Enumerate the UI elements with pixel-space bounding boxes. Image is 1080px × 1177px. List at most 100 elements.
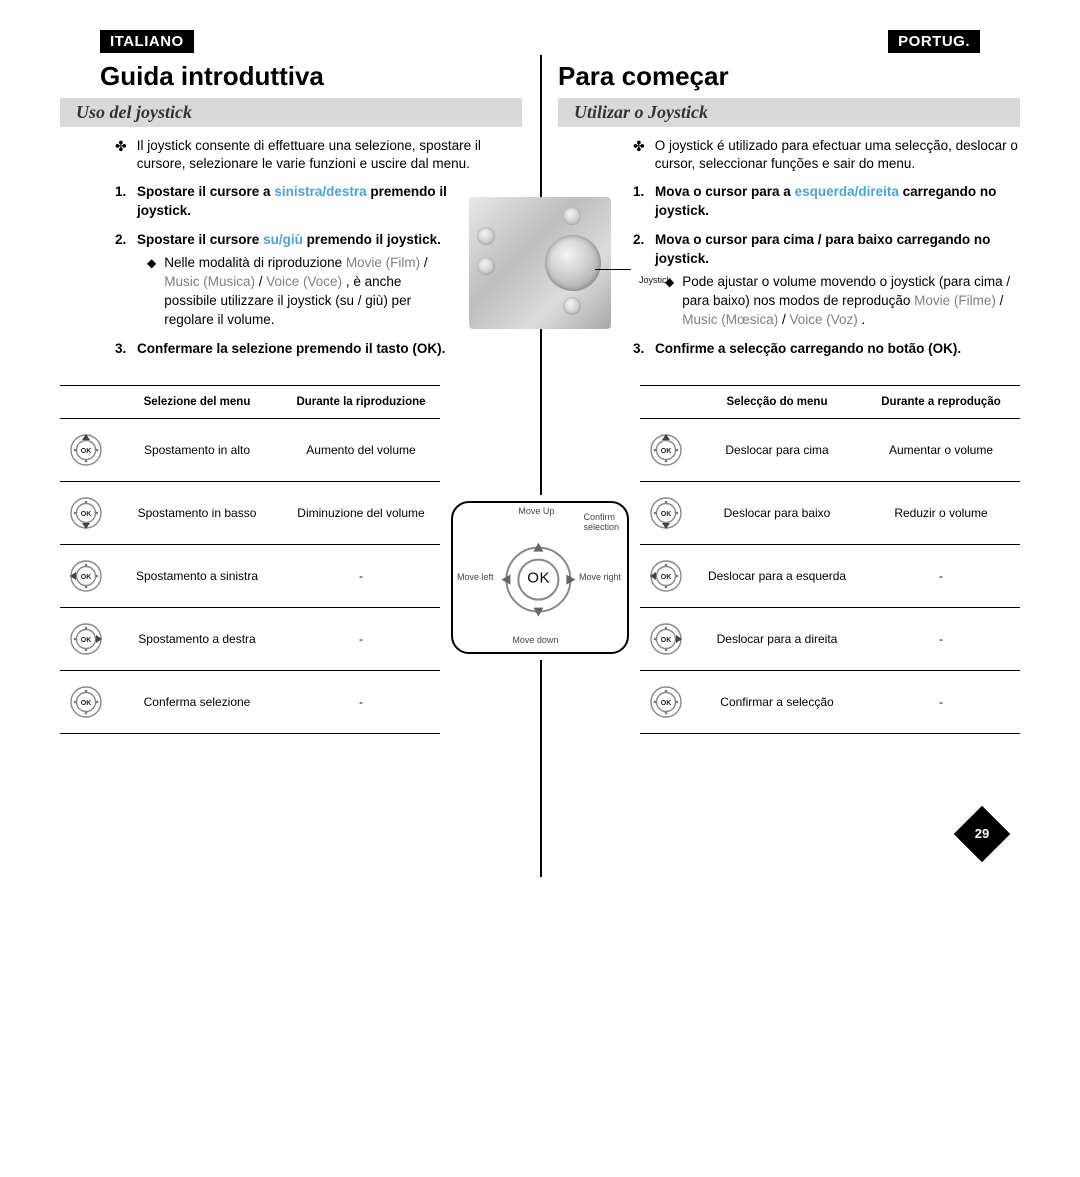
joystick-label: Joystick	[639, 275, 671, 285]
table-cell-playback: -	[282, 544, 440, 607]
subtitle-pt: Utilizar o Joystick	[558, 98, 1020, 127]
table-cell-playback: Aumento del volume	[282, 418, 440, 481]
table-cell-menu: Deslocar para a esquerda	[692, 544, 862, 607]
diagram-right-label: Move right	[579, 573, 621, 583]
step-number: 3.	[115, 340, 126, 359]
step2-highlight: su/giù	[263, 232, 303, 247]
t: .	[858, 312, 866, 327]
step1-pre-pt: Mova o cursor para a	[655, 184, 795, 199]
diamond-bullet-icon: ◆	[147, 254, 156, 330]
table-cell-playback: -	[282, 670, 440, 733]
steps-pt: 1. Mova o cursor para a esquerda/direita…	[633, 183, 1020, 358]
table-cell-menu: Deslocar para baixo	[692, 481, 862, 544]
t: /	[255, 274, 266, 289]
table-cell-playback: -	[862, 670, 1020, 733]
steps-it: 1. Spostare il cursore a sinistra/destra…	[115, 183, 455, 358]
joystick-ok-icon: OK	[60, 670, 112, 733]
step2-sub-it: Nelle modalità di riproduzione Movie (Fi…	[164, 254, 455, 330]
th-menu: Selecção do menu	[692, 385, 862, 418]
th-menu: Selezione del menu	[112, 385, 282, 418]
step2-post: premendo il joystick.	[303, 232, 441, 247]
table-row: OK Spostamento a destra -	[60, 607, 440, 670]
intro-it: ✤ Il joystick consente di effettuare una…	[115, 137, 522, 173]
table-cell-playback: Diminuzione del volume	[282, 481, 440, 544]
t: Movie (Filme)	[914, 293, 996, 308]
device-button	[477, 257, 495, 275]
table-row: OK Conferma selezione -	[60, 670, 440, 733]
svg-text:OK: OK	[81, 448, 92, 455]
table-row: OK Deslocar para a esquerda -	[640, 544, 1020, 607]
leader-line	[595, 269, 631, 270]
device-button	[477, 227, 495, 245]
table-cell-playback: -	[282, 607, 440, 670]
table-row: OK Deslocar para a direita -	[640, 607, 1020, 670]
table-cell-menu: Spostamento in basso	[112, 481, 282, 544]
table-cell-playback: Reduzir o volume	[862, 481, 1020, 544]
t: Music (Musica)	[164, 274, 255, 289]
step1-pre: Spostare il cursore a	[137, 184, 274, 199]
device-rec-button	[563, 297, 581, 315]
diagram-ok-label: OK	[527, 569, 550, 586]
joystick-right-icon: OK	[640, 607, 692, 670]
table-cell-menu: Confirmar a selecção	[692, 670, 862, 733]
step3-it: Confermare la selezione premendo il tast…	[137, 341, 445, 356]
lang-badge-it: ITALIANO	[100, 30, 194, 53]
t: /	[420, 255, 428, 270]
joystick-ok-icon: OK	[640, 670, 692, 733]
joystick-up-icon: OK	[640, 418, 692, 481]
page-number: 29	[962, 814, 1002, 854]
th-icon	[640, 385, 692, 418]
table-cell-playback: -	[862, 607, 1020, 670]
diagram-down-label: Move down	[512, 636, 558, 646]
step-number: 1.	[115, 183, 126, 202]
title-pt: Para começar	[558, 61, 1020, 92]
table-cell-playback: Aumentar o volume	[862, 418, 1020, 481]
maltese-bullet-icon: ✤	[633, 137, 645, 156]
table-pt: Selecção do menu Durante a reprodução OK…	[640, 385, 1020, 734]
device-photo: Joystick	[469, 197, 611, 329]
table-row: OK Spostamento in alto Aumento del volum…	[60, 418, 440, 481]
diagram-left-label: Move left	[457, 573, 494, 583]
svg-text:OK: OK	[81, 637, 92, 644]
step2-pre: Spostare il cursore	[137, 232, 263, 247]
intro-text-it: Il joystick consente di effettuare una s…	[137, 137, 522, 173]
joystick-left-icon: OK	[640, 544, 692, 607]
device-ok-dial	[545, 235, 601, 291]
joystick-up-icon: OK	[60, 418, 112, 481]
step-number: 1.	[633, 183, 644, 202]
step-number: 2.	[633, 231, 644, 250]
step-number: 2.	[115, 231, 126, 250]
t: /	[996, 293, 1004, 308]
table-row: OK Deslocar para cima Aumentar o volume	[640, 418, 1020, 481]
t: Movie (Film)	[346, 255, 420, 270]
svg-text:OK: OK	[81, 700, 92, 707]
th-play: Durante la riproduzione	[282, 385, 440, 418]
table-cell-menu: Conferma selezione	[112, 670, 282, 733]
table-cell-playback: -	[862, 544, 1020, 607]
table-row: OK Spostamento a sinistra -	[60, 544, 440, 607]
lang-badge-pt: PORTUG.	[888, 30, 980, 53]
table-row: OK Confirmar a selecção -	[640, 670, 1020, 733]
step2-pt: Mova o cursor para cima / para baixo car…	[655, 232, 990, 266]
table-row: OK Deslocar para baixo Reduzir o volume	[640, 481, 1020, 544]
step1-highlight-pt: esquerda/direita	[795, 184, 899, 199]
device-menu-button	[563, 207, 581, 225]
t: Music (Mœsica)	[682, 312, 778, 327]
svg-text:OK: OK	[81, 511, 92, 518]
svg-text:OK: OK	[661, 511, 672, 518]
step3-pt: Confirme a selecção carregando no botão …	[655, 341, 961, 356]
t: Voice (Voz)	[790, 312, 858, 327]
table-cell-menu: Spostamento a sinistra	[112, 544, 282, 607]
table-cell-menu: Spostamento in alto	[112, 418, 282, 481]
intro-text-pt: O joystick é utilizado para efectuar uma…	[655, 137, 1020, 173]
svg-text:OK: OK	[661, 448, 672, 455]
joystick-down-icon: OK	[60, 481, 112, 544]
th-play: Durante a reprodução	[862, 385, 1020, 418]
joystick-down-icon: OK	[640, 481, 692, 544]
table-cell-menu: Deslocar para a direita	[692, 607, 862, 670]
title-it: Guida introduttiva	[100, 61, 522, 92]
t: /	[778, 312, 789, 327]
svg-text:OK: OK	[81, 574, 92, 581]
page-number-badge: 29	[954, 806, 1011, 863]
svg-text:OK: OK	[661, 574, 672, 581]
